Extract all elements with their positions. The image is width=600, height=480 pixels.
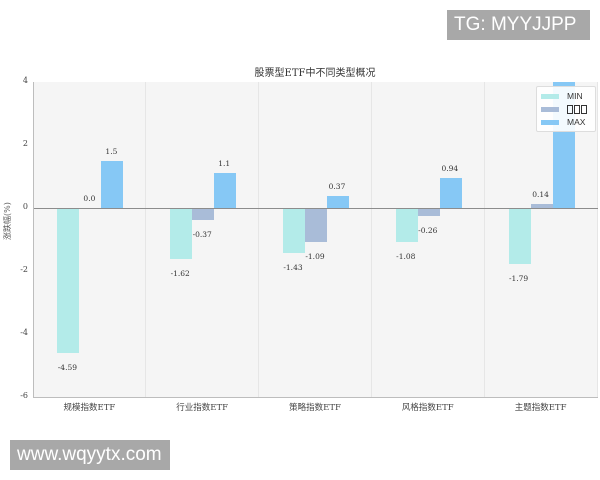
y-tick-label: -4 [20,328,28,337]
bar-min-4 [508,208,531,265]
x-tick-label: 行业指数ETF [176,403,229,413]
bar-value-label: -0.37 [192,229,212,239]
y-tick-label: 4 [22,76,28,85]
legend-item-max: MAX [541,116,585,128]
zero-line [34,207,598,209]
legend-swatch-min [541,93,559,99]
bar--1 [192,208,215,220]
x-gridline [371,82,372,397]
x-tick-label: 策略指数ETF [289,403,341,413]
legend-swatch-mid [541,106,559,112]
bar-value-label: -1.79 [508,274,529,284]
x-tick-label: 主题指数ETF [514,403,567,413]
watermark-website: www.wqyytx.com [10,440,170,470]
legend-item-min: MIN [541,90,583,102]
legend-swatch-max [541,119,559,125]
legend: MIN MAX [536,86,596,132]
bar-value-label: 0.94 [441,164,459,174]
x-tick-label: 规模指数ETF [63,403,116,413]
watermark-telegram: TG: MYYJJPP [447,10,590,40]
x-gridline [483,82,485,397]
x-gridline [258,82,260,397]
bar-max-3 [439,178,462,208]
bar--2 [305,208,327,243]
legend-label-min: MIN [567,91,583,101]
bar-value-label: -1.08 [396,252,416,262]
chart-title: 股票型ETF中不同类型概况 [254,68,376,79]
y-tick-label: -2 [20,265,28,274]
bar-value-label: -1.43 [283,263,303,273]
bar-value-label: -0.26 [418,226,438,236]
legend-item-mid [541,103,588,115]
bar-max-0 [101,160,124,208]
bar-value-label: 0.37 [328,182,346,192]
bar-value-label: 1.1 [218,159,231,169]
bar-value-label: -1.62 [170,269,190,279]
bar-min-1 [170,208,193,260]
x-tick-label: 风格指数ETF [401,403,454,413]
missing-glyph-icon [581,105,587,115]
bar-max-1 [214,173,237,208]
bar--4 [530,203,553,208]
missing-glyph-icon [574,105,580,115]
plot-area [33,82,598,398]
bar-value-label: 0.14 [532,189,549,199]
bar-value-label: -4.59 [57,362,77,372]
y-tick-label: 2 [22,139,28,148]
bar-max-2 [327,196,349,208]
bar-min-0 [57,208,80,353]
y-tick-label: 0 [22,202,28,211]
missing-glyph-icon [567,105,573,115]
x-gridline [145,82,147,397]
bar-min-2 [283,208,305,254]
legend-label-mid [567,104,588,115]
y-axis-label: 涨跌幅(%) [3,202,12,240]
y-tick-label: -6 [20,391,28,400]
bar-value-label: 0.0 [83,194,96,203]
x-gridline [596,82,598,397]
bar-min-3 [395,208,418,243]
legend-label-max: MAX [567,117,586,127]
bar-value-label: 1.5 [105,146,118,156]
bar-value-label: -1.09 [305,252,325,262]
bar--3 [417,208,440,217]
